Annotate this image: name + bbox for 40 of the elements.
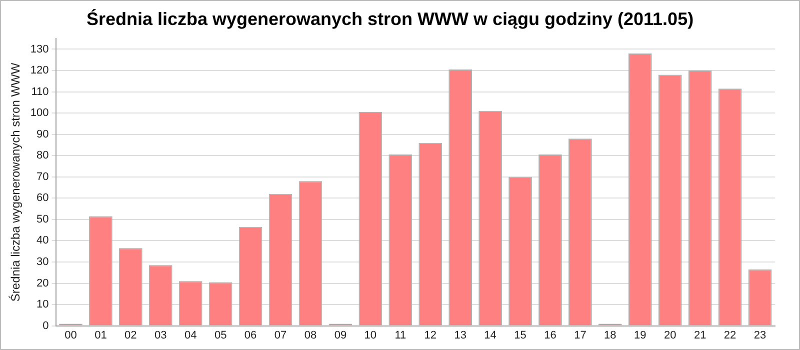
x-tick-label: 06 [244,329,257,342]
x-tick-label: 11 [394,329,406,342]
chart-title: Średnia liczba wygenerowanych stron WWW w ciągu godziny (2011.05) [86,8,694,29]
y-tick-label: 30 [36,256,49,268]
x-tick-label: 17 [574,329,586,342]
y-tick-label: 110 [31,86,49,98]
y-tick-label: 130 [30,43,49,56]
x-tick-label: 16 [544,329,556,342]
x-tick-label: 08 [304,329,317,342]
x-tick-label: 13 [454,329,466,342]
x-tick-label: 01 [94,329,107,342]
x-tick-label: 04 [184,329,197,342]
x-tick-label: 07 [274,329,287,342]
y-tick-label: 60 [36,192,49,204]
x-tick-label: 02 [124,329,137,342]
x-tick-label: 15 [514,329,526,342]
x-tick-label: 14 [484,329,496,342]
x-tick-label: 10 [364,329,377,342]
x-tick-label: 23 [754,329,766,342]
x-tick-label: 09 [334,329,347,342]
y-tick-label: 100 [30,107,49,120]
x-tick-label: 00 [64,329,77,342]
y-tick-label: 10 [36,298,49,311]
y-tick-label: 50 [36,213,49,226]
x-tick-label: 12 [424,329,436,342]
y-tick-label: 20 [36,277,49,290]
x-tick-label: 19 [634,329,646,342]
y-axis-title: Średnia liczba wygenerowanych stron WWW [8,62,23,302]
x-tick-label: 18 [604,329,616,342]
x-tick-label: 22 [724,329,736,342]
x-tick-label: 05 [214,329,227,342]
y-tick-label: 70 [36,170,49,183]
y-tick-label: 40 [36,234,49,247]
y-tick-label: 0 [42,320,49,332]
x-tick-label: 20 [664,329,676,342]
x-tick-label: 21 [694,329,706,342]
y-tick-label: 120 [30,64,49,77]
y-tick-label: 80 [36,150,49,162]
x-tick-label: 03 [154,329,167,342]
y-tick-label: 90 [36,128,49,140]
